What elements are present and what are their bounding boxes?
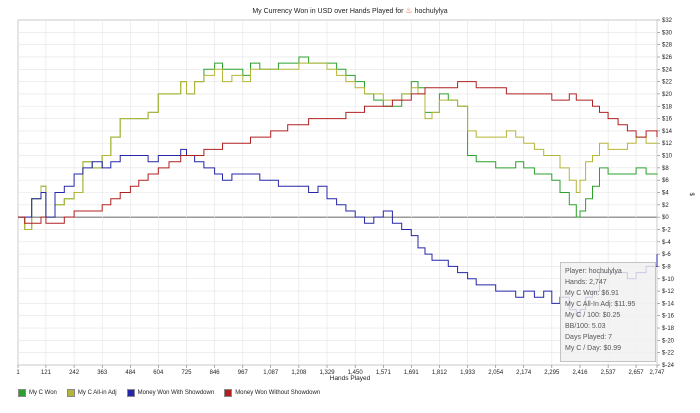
- legend-label: My C Won: [29, 390, 57, 396]
- stat-perday: My C / Day: $0.99: [565, 345, 622, 352]
- x-tick-label: 1,208: [291, 370, 307, 376]
- y-tick-label: $-12: [662, 289, 675, 295]
- legend-item: My C Won: [18, 389, 57, 397]
- y-tick-label: $6: [662, 178, 669, 184]
- x-tick-label: 725: [181, 370, 192, 376]
- y-tick-label: $26: [662, 55, 673, 61]
- y-tick-label: $-18: [662, 326, 675, 332]
- stat-won: My C Won: $6.91: [565, 290, 619, 297]
- x-tick-label: 2,657: [629, 370, 645, 376]
- x-tick-label: 2,537: [601, 370, 617, 376]
- legend: My C Won My C All-in Adj Money Won With Sh…: [18, 387, 320, 399]
- y-tick-label: $-4: [662, 240, 671, 246]
- y-tick-label: $-20: [662, 338, 675, 344]
- chart-title-player: hochulylya: [414, 8, 448, 15]
- stat-per100: My C / 100: $0.25: [565, 312, 621, 319]
- x-tick-label: 242: [69, 370, 80, 376]
- x-tick-label: 1,450: [348, 370, 364, 376]
- x-tick-label: 1,691: [404, 370, 420, 376]
- legend-label: Money Won With Showdown: [137, 390, 215, 396]
- y-tick-label: $8: [662, 166, 669, 172]
- flame-icon: ♨: [405, 6, 413, 15]
- x-tick-label: 2,054: [488, 370, 504, 376]
- x-tick-label: 2,747: [649, 370, 665, 376]
- legend-swatch: [18, 389, 26, 397]
- legend-swatch: [66, 389, 75, 397]
- y-axis-label: $: [688, 193, 694, 197]
- y-tick-label: $18: [662, 104, 673, 110]
- stat-bb100: BB/100: 5.03: [565, 323, 606, 330]
- y-tick-label: $20: [662, 92, 673, 98]
- x-tick-label: 1,812: [432, 370, 448, 376]
- y-tick-label: $-2: [662, 227, 671, 233]
- x-tick-label: 363: [97, 370, 108, 376]
- y-tick-label: $-14: [662, 301, 675, 307]
- y-tick-label: $-24: [662, 363, 675, 369]
- x-tick-label: 2,174: [516, 370, 532, 376]
- x-axis-label: Hands Played: [329, 375, 371, 382]
- y-tick-label: $12: [662, 141, 673, 147]
- y-tick-label: $14: [662, 129, 673, 135]
- y-tick-label: $-10: [662, 277, 675, 283]
- y-tick-label: $30: [662, 30, 673, 36]
- legend-swatch: [126, 389, 135, 397]
- stat-hands: Hands: 2,747: [565, 279, 607, 286]
- stat-allin: My C All-In Adj: $11.95: [565, 301, 636, 308]
- x-tick-label: 121: [41, 370, 52, 376]
- x-tick-label: 846: [210, 370, 221, 376]
- y-tick-label: $-22: [662, 351, 675, 357]
- x-tick-label: 604: [153, 370, 164, 376]
- legend-label: Money Won Without Showdown: [235, 390, 321, 396]
- y-tick-label: $22: [662, 80, 673, 86]
- series-line-2: [18, 62, 658, 230]
- y-tick-label: $-8: [662, 264, 671, 270]
- x-tick-label: 484: [125, 370, 136, 376]
- x-tick-label: 967: [238, 370, 249, 376]
- legend-swatch: [224, 389, 233, 397]
- y-tick-label: $24: [662, 67, 673, 73]
- x-tick-label: 1,571: [376, 370, 392, 376]
- x-tick-label: 1,329: [320, 370, 336, 376]
- legend-item: Money Won Without Showdown: [224, 389, 320, 397]
- y-tick-label: $16: [662, 117, 673, 123]
- y-tick-label: $-16: [662, 314, 675, 320]
- y-tick-label: $4: [662, 191, 669, 197]
- legend-item: My C All-in Adj: [66, 389, 117, 397]
- legend-item: Money Won With Showdown: [126, 389, 215, 397]
- stats-tooltip: Player: hochulylya Hands: 2,747 My C Won…: [560, 262, 656, 362]
- chart-title: My Currency Won in USD over Hands Played…: [0, 6, 700, 15]
- chart-title-text: My Currency Won in USD over Hands Played…: [252, 8, 404, 15]
- y-tick-label: $2: [662, 203, 669, 209]
- y-tick-label: $32: [662, 18, 673, 24]
- x-tick-label: 2,416: [572, 370, 588, 376]
- stat-days: Days Played: 7: [565, 334, 613, 341]
- legend-label: My C All-in Adj: [77, 390, 117, 396]
- x-tick-label: 1,087: [263, 370, 279, 376]
- stat-player: Player: hochulylya: [565, 268, 622, 275]
- x-tick-label: 1: [16, 370, 20, 376]
- y-tick-label: $10: [662, 154, 673, 160]
- x-tick-label: 2,295: [544, 370, 560, 376]
- y-tick-label: $0: [662, 215, 669, 221]
- y-tick-label: $-6: [662, 252, 671, 258]
- series-line-4: [18, 81, 658, 224]
- y-tick-label: $28: [662, 43, 673, 49]
- x-tick-label: 1,933: [460, 370, 476, 376]
